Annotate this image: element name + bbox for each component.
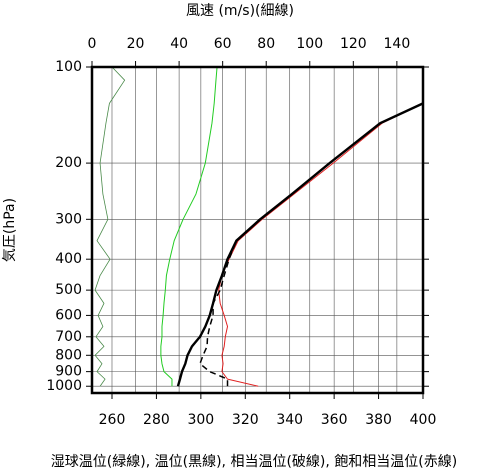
y-tick-label: 600 [55, 307, 82, 323]
x2-tick-label: 100 [296, 36, 323, 52]
y-tick-label: 800 [55, 347, 82, 363]
plot-frame [90, 65, 425, 395]
y-tick-label: 700 [55, 329, 82, 345]
x2-tick-label: 120 [340, 36, 367, 52]
y-tick-label: 300 [55, 211, 82, 227]
x-tick-label: 300 [187, 412, 214, 428]
y-tick-label: 900 [55, 364, 82, 380]
x-tick-label: 260 [99, 412, 126, 428]
y-tick-label: 400 [55, 251, 82, 267]
series-line [218, 102, 424, 387]
x2-tick-label: 0 [88, 36, 97, 52]
y-tick-label: 200 [55, 155, 82, 171]
caption: 湿球温位(緑線), 温位(黒線), 相当温位(破線), 飽和相当温位(赤線) [51, 453, 457, 470]
x-tick-label: 280 [143, 412, 170, 428]
x-tick-label: 400 [410, 412, 437, 428]
y-tick-label: 500 [55, 282, 82, 298]
x2-tick-label: 40 [170, 36, 188, 52]
x2-tick-label: 60 [214, 36, 232, 52]
y-tick-label: 100 [55, 59, 82, 75]
series-line [176, 102, 424, 387]
x2-axis-label: 風速 (m/s)(細線) [186, 3, 294, 19]
series-line [94, 66, 126, 387]
x-tick-label: 320 [232, 412, 259, 428]
x2-tick-label: 140 [384, 36, 411, 52]
x-tick-label: 360 [321, 412, 348, 428]
x2-tick-label: 20 [127, 36, 145, 52]
series-line [160, 66, 218, 387]
y-tick-label: 1000 [46, 378, 82, 394]
x-tick-label: 340 [276, 412, 303, 428]
y-axis-label: 気圧(hPa) [2, 198, 18, 262]
x-tick-label: 380 [365, 412, 392, 428]
x2-tick-label: 80 [257, 36, 275, 52]
